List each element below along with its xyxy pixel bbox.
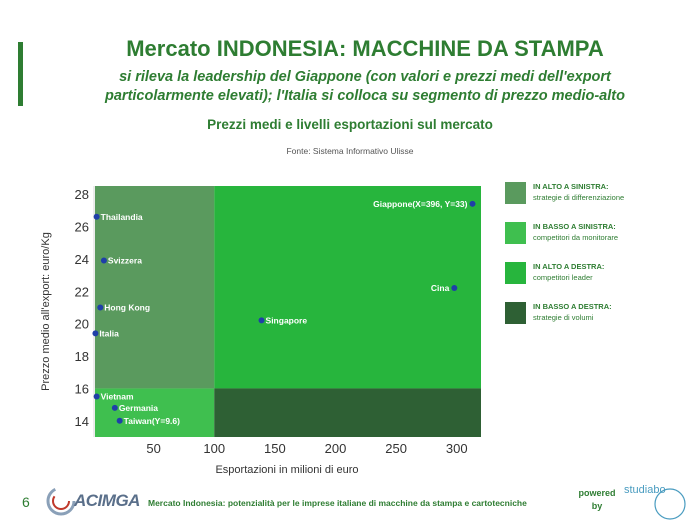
data-point [92, 330, 99, 337]
data-point-label: Hong Kong [104, 302, 150, 312]
data-point [111, 404, 118, 411]
source-note: Fonte: Sistema Informativo Ulisse [286, 146, 414, 156]
legend-description: competitori da monitorare [533, 233, 619, 242]
data-point-label: Svizzera [108, 255, 142, 265]
y-tick-label: 20 [75, 317, 89, 332]
data-point-label: Vietnam [101, 392, 134, 402]
subtitle-line-1: si rileva la leadership del Giappone (co… [119, 69, 611, 85]
page-title: Mercato INDONESIA: MACCHINE DA STAMPA [126, 36, 604, 61]
data-point-label: Italia [99, 328, 119, 338]
data-point [93, 213, 100, 220]
chart-title: Prezzi medi e livelli esportazioni sul m… [207, 117, 493, 132]
x-tick-label: 300 [446, 441, 468, 456]
acimga-logo-mark [46, 486, 76, 516]
legend-swatch [505, 182, 526, 204]
page-number: 6 [22, 494, 30, 510]
y-tick-label: 24 [75, 252, 89, 267]
y-axis-label: Prezzo medio all'export: euro/Kg [40, 232, 52, 391]
data-point-label: Taiwan(Y=9.6) [124, 416, 180, 426]
page-subtitle: si rileva la leadership del Giappone (co… [40, 68, 690, 106]
y-tick-label: 26 [75, 219, 89, 234]
data-point [97, 304, 104, 311]
quadrant-legend: IN ALTO A SINISTRA: strategie di differen… [505, 182, 685, 342]
legend-title: IN BASSO A SINISTRA: [533, 222, 616, 231]
data-point-label: Germania [119, 403, 158, 413]
x-tick-label: 50 [146, 441, 160, 456]
quadrant-top-left [95, 186, 215, 389]
data-point-label: Thailandia [101, 212, 143, 222]
acimga-logo-text: ACIMGA [74, 491, 140, 510]
x-tick-label: 100 [203, 441, 225, 456]
legend-swatch [505, 222, 526, 244]
x-axis-label: Esportazioni in milioni di euro [215, 464, 358, 476]
y-tick-label: 18 [75, 349, 89, 364]
x-tick-label: 150 [264, 441, 286, 456]
subtitle-line-2: particolarmente elevati); l'Italia si co… [105, 88, 625, 104]
legend-description: strategie di differenziazione [533, 193, 625, 202]
legend-item: IN ALTO A SINISTRA: strategie di differen… [505, 182, 685, 222]
quadrant-bottom-right [214, 388, 481, 437]
data-point [451, 285, 458, 292]
data-point [100, 257, 107, 264]
studiabo-logo: studiabo [624, 482, 688, 522]
data-point-label: Cina [431, 283, 450, 293]
powered-line-1: powered [578, 488, 616, 498]
studiabo-logo-mark [654, 488, 686, 520]
legend-description: strategie di volumi [533, 313, 594, 322]
legend-swatch [505, 302, 526, 324]
y-tick-label: 22 [75, 284, 89, 299]
data-point-label: Giappone(X=396, Y=33) [373, 199, 467, 209]
quadrant-bottom-left [95, 388, 215, 437]
footer-text: Mercato Indonesia: potenzialità per le i… [148, 498, 527, 508]
y-tick-label: 14 [75, 414, 89, 429]
legend-item: IN BASSO A DESTRA: strategie di volumi [505, 302, 685, 342]
legend-description: competitori leader [533, 273, 593, 282]
legend-title: IN BASSO A DESTRA: [533, 302, 612, 311]
data-point [469, 200, 476, 207]
data-point [258, 317, 265, 324]
acimga-logo: ACIMGA [44, 484, 144, 520]
powered-by: powered by [574, 487, 620, 513]
x-tick-label: 200 [325, 441, 347, 456]
legend-item: IN BASSO A SINISTRA: competitori da monit… [505, 222, 685, 262]
legend-title: IN ALTO A SINISTRA: [533, 182, 609, 191]
legend-item: IN ALTO A DESTRA: competitori leader [505, 262, 685, 302]
x-tick-label: 250 [385, 441, 407, 456]
y-tick-label: 28 [75, 187, 89, 202]
accent-bar [18, 42, 23, 106]
data-point-label: Singapore [266, 315, 308, 325]
powered-line-2: by [591, 501, 603, 511]
legend-title: IN ALTO A DESTRA: [533, 262, 605, 271]
studiabo-logo-text: studiabo [624, 484, 666, 496]
data-point [116, 417, 123, 424]
y-tick-label: 16 [75, 381, 89, 396]
legend-swatch [505, 262, 526, 284]
quadrant-top-right [214, 186, 481, 389]
data-point [93, 393, 100, 400]
